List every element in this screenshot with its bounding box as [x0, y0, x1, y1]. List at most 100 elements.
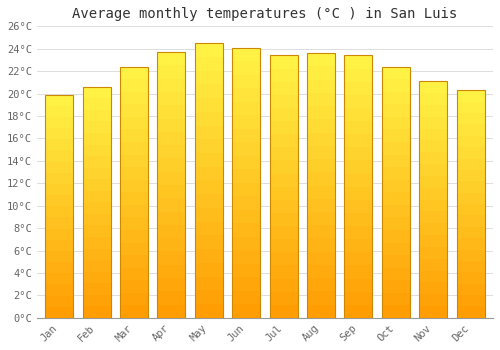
Bar	[45, 229, 74, 240]
Bar	[82, 156, 110, 168]
Bar	[419, 152, 447, 164]
Bar	[456, 90, 484, 318]
Bar	[270, 160, 297, 174]
Bar	[307, 212, 335, 225]
Bar	[120, 268, 148, 280]
Bar	[195, 290, 223, 304]
Bar	[158, 291, 186, 304]
Bar	[82, 98, 110, 110]
Bar	[195, 304, 223, 318]
Bar	[456, 284, 484, 295]
Bar	[419, 188, 447, 200]
Bar	[456, 113, 484, 124]
Bar	[195, 263, 223, 277]
Bar	[158, 172, 186, 185]
Bar	[382, 130, 410, 142]
Bar	[120, 66, 148, 318]
Bar	[270, 174, 297, 187]
Bar	[120, 243, 148, 255]
Bar	[82, 202, 110, 214]
Bar	[344, 160, 372, 174]
Bar	[195, 276, 223, 290]
Bar	[456, 102, 484, 113]
Bar	[419, 93, 447, 105]
Bar	[382, 293, 410, 305]
Bar	[45, 106, 74, 117]
Bar	[158, 278, 186, 291]
Bar	[195, 43, 223, 318]
Bar	[82, 306, 110, 318]
Bar	[344, 213, 372, 226]
Bar	[270, 108, 297, 121]
Bar	[158, 185, 186, 198]
Bar	[82, 283, 110, 295]
Bar	[232, 129, 260, 142]
Bar	[419, 306, 447, 318]
Bar	[382, 268, 410, 280]
Bar	[456, 90, 484, 101]
Bar	[45, 307, 74, 318]
Bar	[120, 280, 148, 293]
Bar	[82, 179, 110, 191]
Bar	[82, 87, 110, 318]
Bar	[344, 305, 372, 318]
Bar	[232, 48, 260, 318]
Bar	[270, 279, 297, 292]
Bar	[158, 251, 186, 265]
Bar	[195, 222, 223, 236]
Bar	[344, 95, 372, 108]
Bar	[270, 55, 297, 318]
Bar	[456, 238, 484, 250]
Bar	[307, 225, 335, 238]
Bar	[270, 200, 297, 213]
Bar	[270, 305, 297, 318]
Bar	[232, 237, 260, 250]
Bar	[307, 265, 335, 278]
Bar	[158, 304, 186, 318]
Bar	[382, 167, 410, 180]
Bar	[232, 250, 260, 264]
Bar	[232, 48, 260, 61]
Bar	[82, 191, 110, 202]
Bar	[456, 215, 484, 227]
Bar	[307, 80, 335, 93]
Bar	[382, 117, 410, 130]
Bar	[270, 239, 297, 252]
Bar	[382, 142, 410, 155]
Bar	[344, 147, 372, 160]
Bar	[195, 208, 223, 222]
Bar	[270, 147, 297, 160]
Bar	[45, 139, 74, 150]
Bar	[195, 98, 223, 112]
Bar	[232, 156, 260, 169]
Bar	[270, 187, 297, 200]
Bar	[456, 307, 484, 318]
Bar	[195, 112, 223, 126]
Bar	[232, 277, 260, 291]
Bar	[82, 214, 110, 225]
Bar	[82, 87, 110, 98]
Bar	[45, 95, 74, 106]
Bar	[344, 69, 372, 82]
Bar	[456, 147, 484, 159]
Bar	[232, 102, 260, 115]
Bar	[232, 291, 260, 304]
Bar	[456, 204, 484, 215]
Bar	[270, 55, 297, 69]
Bar	[232, 183, 260, 196]
Bar	[45, 206, 74, 217]
Bar	[158, 52, 186, 65]
Bar	[307, 186, 335, 199]
Bar	[120, 79, 148, 92]
Bar	[195, 167, 223, 181]
Bar	[344, 265, 372, 279]
Bar	[456, 250, 484, 261]
Bar	[120, 180, 148, 192]
Bar	[419, 223, 447, 235]
Bar	[45, 150, 74, 162]
Bar	[195, 194, 223, 208]
Bar	[344, 226, 372, 239]
Bar	[195, 43, 223, 57]
Bar	[120, 130, 148, 142]
Bar	[344, 279, 372, 292]
